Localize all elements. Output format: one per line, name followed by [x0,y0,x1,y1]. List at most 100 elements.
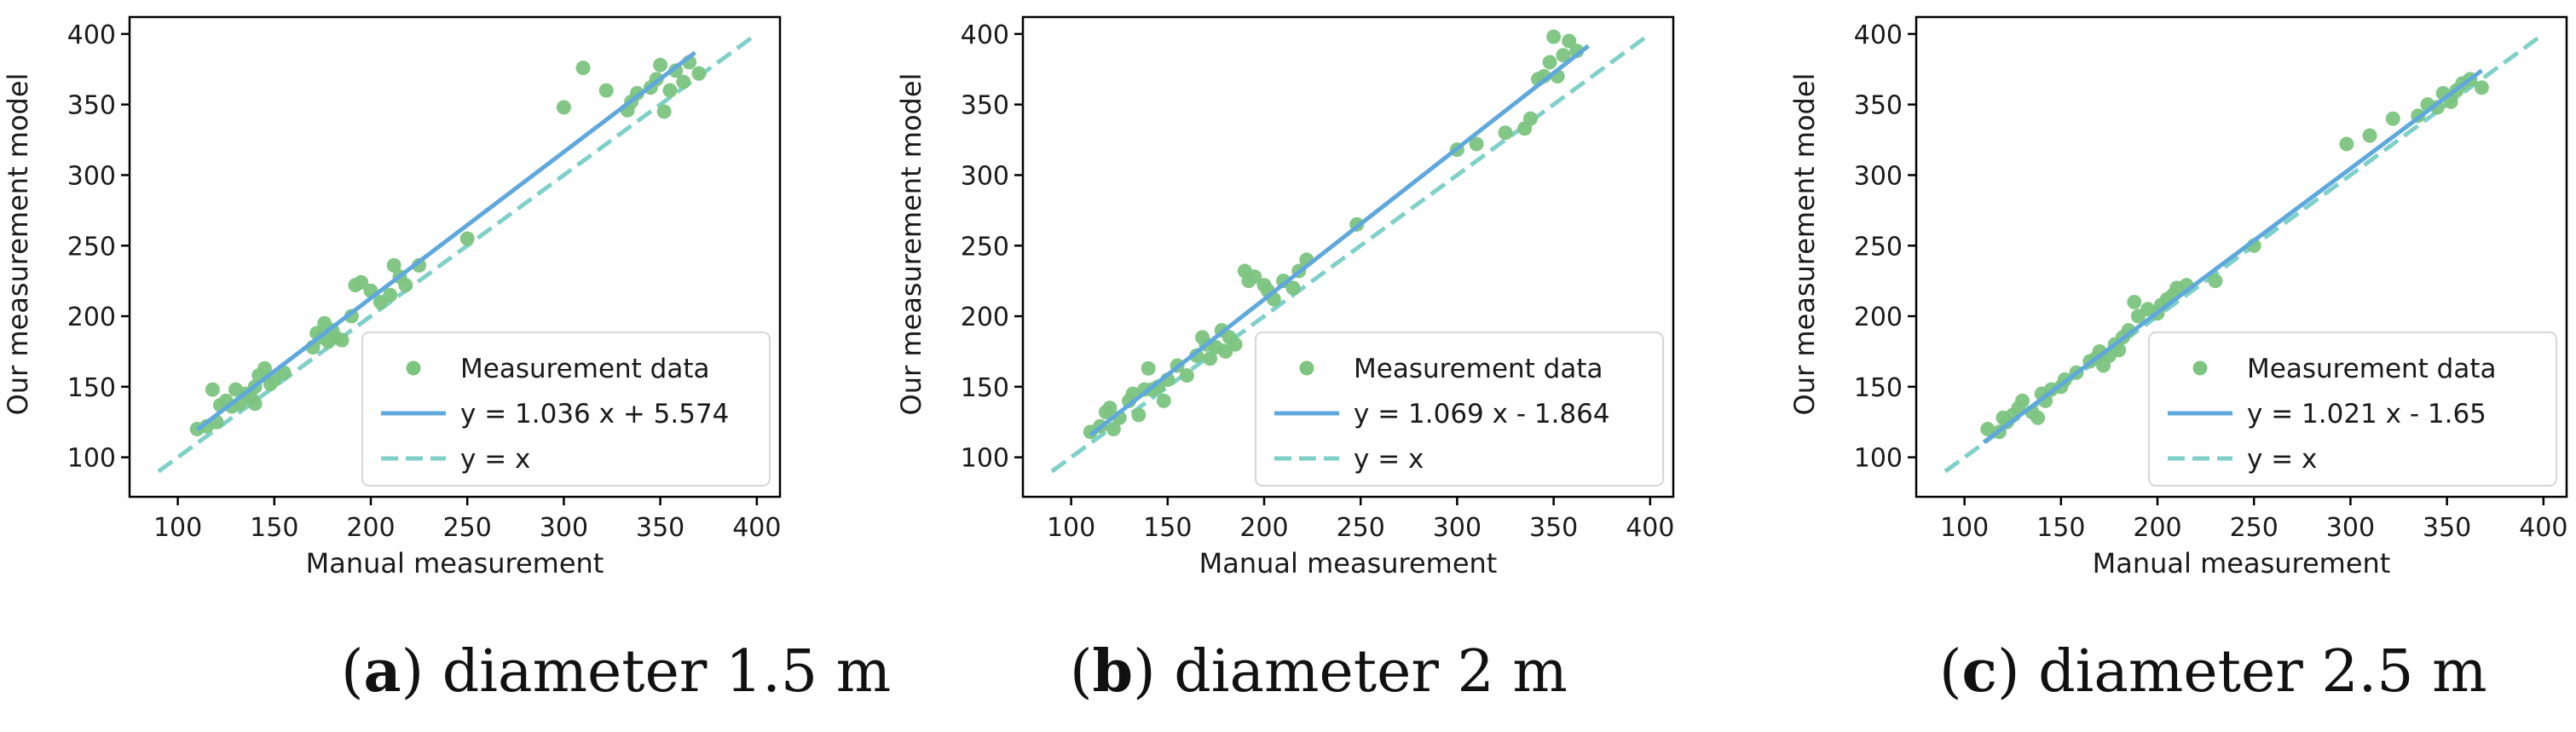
legend-label: Measurement data [460,354,710,384]
data-point [1179,368,1194,383]
data-point [1562,33,1577,49]
data-point [247,396,263,412]
data-point [1980,422,1996,437]
x-tick-label: 250 [1337,513,1385,543]
fit-line [1089,43,1590,437]
x-tick-label: 300 [540,513,588,543]
data-point [383,287,398,303]
data-point [1141,360,1156,376]
y-tick-label: 100 [67,444,116,474]
y-tick-label: 250 [67,232,116,262]
y-tick-label: 350 [1854,91,1903,121]
fit-line [195,50,696,432]
data-point [1285,280,1301,296]
data-point [1156,393,1171,408]
y-tick-label: 400 [1854,20,1903,50]
y-tick-label: 250 [1854,232,1903,262]
y-tick-label: 150 [961,373,1009,403]
fit-line [1982,68,2483,444]
legend-label: y = 1.069 x - 1.864 [1354,399,1610,429]
caption-letter: a [363,637,401,706]
legend-marker-scatter [2192,360,2208,376]
data-point [398,278,413,293]
y-axis-label: Our measurement model [2,73,34,416]
data-point [1131,407,1146,423]
y-tick-label: 400 [961,20,1009,50]
x-tick-label: 250 [2230,513,2279,543]
x-axis-label: Manual measurement [2093,547,2391,579]
x-tick-label: 100 [1047,513,1095,543]
data-point [386,257,401,273]
x-tick-label: 400 [732,513,781,543]
data-point [676,74,691,89]
legend-marker-scatter [1299,360,1314,376]
x-axis-label: Manual measurement [306,547,604,579]
data-point [2127,294,2142,309]
x-tick-label: 200 [2133,513,2181,543]
legend-label: Measurement data [1354,354,1603,384]
x-tick-label: 150 [1143,513,1192,543]
chart-panel-c: 100 150 200 250 300 350 400 100 150 200 250 300 350 4… [1788,15,2568,579]
caption-letter: b [1092,637,1134,706]
data-point [1546,29,1562,44]
y-tick-label: 350 [67,91,116,121]
data-point [257,360,272,376]
x-tick-label: 350 [2423,513,2471,543]
y-tick-label: 200 [961,303,1009,332]
x-tick-label: 150 [250,513,298,543]
legend-label: Measurement data [2247,354,2497,384]
caption-text: diameter 1.5 m [442,638,892,706]
data-point [575,61,591,76]
y-axis-label: Our measurement model [1788,73,1821,416]
x-tick-label: 300 [1433,513,1481,543]
caption-text: diameter 2 m [1174,638,1568,706]
plot-frame [128,15,782,499]
chart-panel-b: 100 150 200 250 300 350 400 100 150 200 250 300 350 4… [895,15,1674,579]
legend-box [1255,331,1664,487]
y-axis-label: Our measurement model [895,73,927,416]
y-tick-label: 400 [67,20,116,50]
legend-box [2148,331,2557,487]
legend-marker-scatter [406,360,421,376]
data-point [1498,125,1513,141]
y-tick-label: 350 [961,91,1009,121]
data-point [2339,136,2354,152]
data-point [691,66,707,81]
legend-label: y = x [1354,444,1424,475]
x-tick-label: 350 [1529,513,1578,543]
x-tick-label: 300 [2326,513,2375,543]
x-tick-label: 150 [2036,513,2085,543]
data-point [653,57,668,72]
data-point [1106,422,1121,437]
data-point [1542,55,1557,70]
data-point [354,274,369,290]
caption-letter: c [1961,637,1997,706]
caption-text: diameter 2.5 m [2038,638,2487,706]
data-point [1556,48,1571,63]
y-tick-label: 150 [1854,373,1903,403]
y-tick-label: 200 [67,303,116,332]
x-tick-label: 350 [636,513,684,543]
y-tick-label: 150 [67,373,116,403]
data-point [2429,100,2445,115]
data-point [1469,136,1484,152]
y-tick-label: 300 [67,161,116,191]
legend-label: y = x [2247,444,2317,475]
data-point [656,104,672,119]
data-point [2474,80,2489,95]
data-point [459,231,475,246]
y-tick-label: 200 [1854,303,1903,332]
data-point [598,83,614,98]
plot-frame [1915,15,2568,499]
data-point [662,83,678,98]
x-tick-label: 100 [153,513,202,543]
y-tick-label: 300 [1854,161,1903,191]
y-tick-label: 100 [961,444,1009,474]
data-point [205,382,220,397]
caption-a: (a) diameter 1.5 m [341,637,892,706]
legend-label: y = 1.021 x - 1.65 [2247,399,2486,429]
data-point [2208,274,2223,289]
caption-c: (c) diameter 2.5 m [1939,637,2487,706]
data-point [2015,393,2030,408]
